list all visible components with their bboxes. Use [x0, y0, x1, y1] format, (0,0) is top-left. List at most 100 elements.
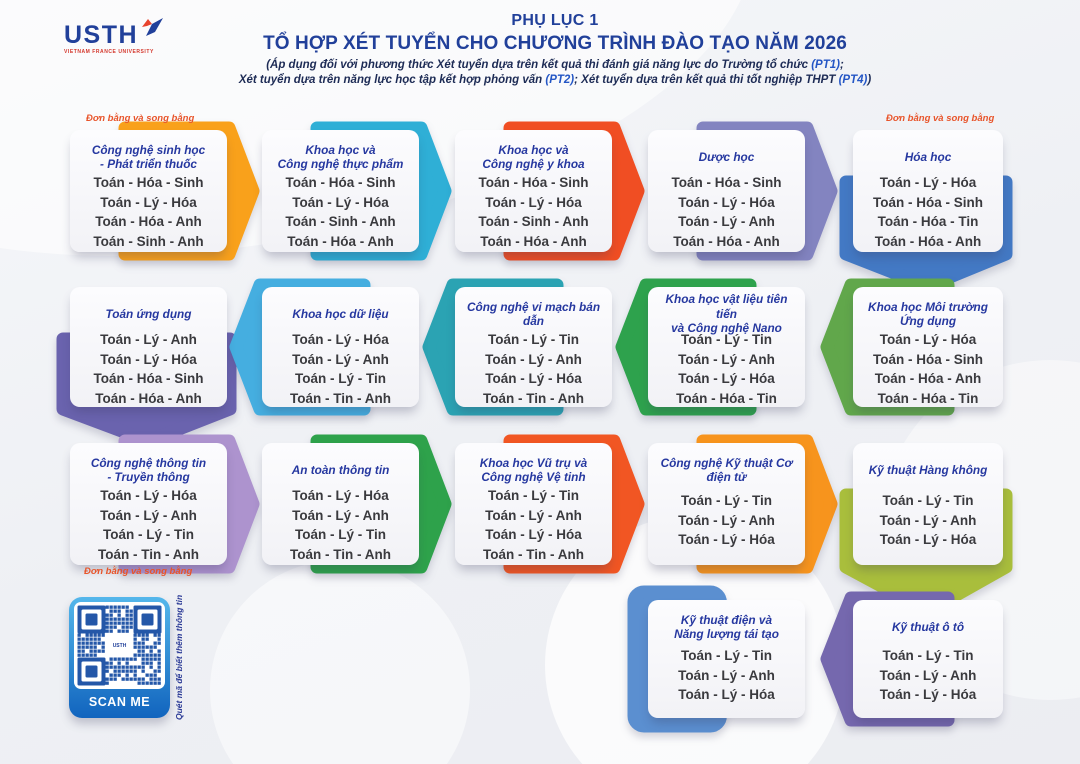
subject-combination: Toán - Lý - Hóa — [292, 488, 389, 503]
subject-combination: Toán - Lý - Hóa — [292, 194, 389, 210]
combination-list: Toán - Lý - Tin Toán - Lý - Anh Toán - Lý … — [853, 486, 1003, 565]
dual-degree-badge: Đơn bằng và song bằng — [86, 113, 195, 124]
combination-list: Toán - Hóa - Sinh Toán - Lý - Hóa Toán - S… — [262, 173, 419, 261]
program-card: Kỹ thuật ô tô Toán - Lý - Tin Toán - Lý - … — [853, 600, 1003, 718]
dual-degree-badge: Đơn bằng và song bằng — [84, 566, 193, 577]
background-circle — [210, 560, 470, 764]
program-card: Công nghệ Kỹ thuật Cơ điện tử Toán - Lý -… — [648, 443, 805, 565]
subject-combination: Toán - Lý - Anh — [100, 507, 197, 523]
subject-combination: Toán - Lý - Hóa — [100, 488, 197, 503]
program-title: Kỹ thuật ô tô — [891, 619, 965, 634]
subject-combination: Toán - Tin - Anh — [483, 546, 584, 562]
program-card: Khoa học Vũ trụ và Công nghệ Vệ tinh Toán … — [455, 443, 612, 565]
subtitle-text: (Áp dụng đối với phương thức Xét tuyển d… — [266, 59, 812, 71]
program-title: Kỹ thuật Hàng không — [868, 462, 988, 477]
program-card: Khoa học và Công nghệ thực phẩm Toán - Hóa… — [262, 130, 419, 252]
subject-combination: Toán - Hóa - Tin — [676, 390, 777, 406]
combination-list: Toán - Lý - Tin Toán - Lý - Anh Toán - Lý … — [853, 643, 1003, 718]
combination-list: Toán - Lý - Tin Toán - Lý - Anh Toán - Lý … — [648, 330, 805, 418]
subject-combination: Toán - Tin - Anh — [290, 546, 391, 562]
subject-combination: Toán - Hóa - Sinh — [671, 175, 782, 190]
subject-combination: Toán - Lý - Anh — [678, 351, 775, 367]
program-card: Khoa học vật liệu tiên tiến và Công nghệ … — [648, 287, 805, 407]
subject-combination: Toán - Sinh - Anh — [93, 233, 204, 249]
program-card: Công nghệ vi mạch bán dẫn Toán - Lý - Tin… — [455, 287, 612, 407]
usth-logo-bird-icon — [140, 16, 164, 47]
subject-combination: Toán - Lý - Tin — [681, 332, 772, 347]
subject-combination: Toán - Lý - Anh — [678, 214, 775, 229]
subject-combination: Toán - Lý - Tin — [882, 493, 974, 509]
subject-combination: Toán - Lý - Anh — [292, 507, 389, 523]
subject-combination: Toán - Hóa - Sinh — [285, 175, 396, 190]
subject-combination: Toán - Lý - Hóa — [100, 351, 197, 367]
program-card: Công nghệ thông tin - Truyền thông Toán - … — [70, 443, 227, 565]
subject-combination: Toán - Lý - Tin — [681, 648, 772, 664]
program-title: An toàn thông tin — [291, 462, 390, 477]
program-title: Dược học — [698, 149, 755, 164]
subject-combination: Toán - Hóa - Sinh — [93, 175, 204, 190]
poster-subtitle-line1: (Áp dụng đối với phương thức Xét tuyển d… — [30, 58, 1080, 73]
subject-combination: Toán - Sinh - Anh — [478, 214, 589, 229]
dual-degree-badge: Đơn bằng và song bằng — [886, 113, 995, 124]
subject-combination: Toán - Lý - Anh — [879, 667, 977, 683]
combination-list: Toán - Lý - Tin Toán - Lý - Anh Toán - Lý … — [455, 330, 612, 418]
subject-combination: Toán - Lý - Tin — [295, 527, 386, 542]
subject-combination: Toán - Hóa - Anh — [480, 233, 587, 249]
subject-combination: Toán - Hóa - Anh — [287, 233, 394, 249]
subject-combination: Toán - Hóa - Sinh — [93, 371, 204, 386]
combination-list: Toán - Lý - Anh Toán - Lý - Hóa Toán - Hóa… — [70, 330, 227, 418]
subject-combination: Toán - Tin - Anh — [98, 546, 199, 562]
program-title: Kỹ thuật điện và Năng lượng tái tạo — [674, 612, 779, 642]
subject-combination: Toán - Lý - Anh — [678, 512, 775, 528]
qr-code: USTH — [74, 602, 165, 689]
subject-combination: Toán - Lý - Hóa — [879, 175, 977, 190]
method-code: (PT4) — [838, 74, 868, 86]
combination-list: Toán - Lý - Hóa Toán - Lý - Anh Toán - Lý … — [70, 486, 227, 574]
scan-me-label: SCAN ME — [88, 695, 151, 709]
subject-combination: Toán - Lý - Tin — [681, 493, 772, 509]
subject-combination: Toán - Lý - Anh — [100, 332, 197, 347]
subject-combination: Toán - Lý - Hóa — [678, 371, 775, 386]
subject-combination: Toán - Lý - Hóa — [485, 527, 582, 542]
subject-combination: Toán - Lý - Anh — [879, 512, 977, 528]
subtitle-text: ; Xét tuyển dựa trên kết quả thi tốt ngh… — [574, 74, 839, 86]
usth-logo-tagline: VIETNAM FRANCE UNIVERSITY — [64, 49, 154, 55]
program-title: Công nghệ thông tin - Truyền thông — [90, 455, 207, 485]
subject-combination: Toán - Lý - Hóa — [879, 687, 977, 703]
subject-combination: Toán - Lý - Hóa — [678, 194, 775, 210]
subject-combination: Toán - Hóa - Tin — [877, 214, 979, 229]
program-title: Công nghệ sinh học - Phát triển thuốc — [91, 142, 206, 172]
combination-list: Toán - Hóa - Sinh Toán - Lý - Hóa Toán - H… — [70, 173, 227, 261]
subject-combination: Toán - Lý - Anh — [292, 351, 389, 367]
combination-list: Toán - Lý - Hóa Toán - Lý - Anh Toán - Lý … — [262, 330, 419, 418]
subject-combination: Toán - Hóa - Sinh — [478, 175, 589, 190]
combination-list: Toán - Lý - Hóa Toán - Hóa - Sinh Toán - H… — [853, 330, 1003, 418]
poster-title: TỔ HỢP XÉT TUYỂN CHO CHƯƠNG TRÌNH ĐÀO TẠ… — [263, 33, 847, 54]
program-title: Công nghệ Kỹ thuật Cơ điện tử — [660, 455, 793, 485]
usth-logo-text: USTH — [64, 21, 139, 49]
subject-combination: Toán - Lý - Tin — [488, 332, 579, 347]
program-card: Toán ứng dụng Toán - Lý - Anh Toán - Lý - … — [70, 287, 227, 407]
subject-combination: Toán - Lý - Hóa — [485, 371, 582, 386]
program-title: Toán ứng dụng — [105, 306, 192, 321]
program-title: Khoa học Môi trường Ứng dụng — [868, 299, 988, 329]
method-code: (PT1) — [811, 59, 840, 71]
subject-combination: Toán - Lý - Hóa — [678, 687, 775, 703]
poster-header: PHỤ LỤC 1 TỔ HỢP XÉT TUYỂN CHO CHƯƠNG TR… — [0, 12, 1080, 88]
subject-combination: Toán - Lý - Hóa — [678, 532, 775, 548]
method-code: (PT2) — [545, 74, 575, 86]
usth-logo: USTH VIETNAM FRANCE UNIVERSITY — [64, 18, 164, 55]
subject-combination: Toán - Hóa - Sinh — [873, 194, 983, 210]
program-title: Khoa học và Công nghệ thực phẩm — [277, 142, 404, 172]
subject-combination: Toán - Hóa - Anh — [95, 390, 202, 406]
subtitle-text: ) — [867, 74, 872, 86]
program-title: Công nghệ vi mạch bán dẫn — [466, 299, 601, 329]
poster-subtitle-line2: Xét tuyển dựa trên năng lực học tập kết … — [30, 73, 1080, 88]
combination-list: Toán - Hóa - Sinh Toán - Lý - Hóa Toán - L… — [648, 173, 805, 261]
subject-combination: Toán - Lý - Hóa — [879, 332, 977, 347]
qr-caption-vertical: Quét mã để biết thêm thông tin — [174, 594, 184, 721]
combination-list: Toán - Lý - Tin Toán - Lý - Anh Toán - Lý … — [455, 486, 612, 574]
qr-card: USTH SCAN ME — [69, 597, 170, 718]
program-title: Khoa học vật liệu tiên tiến và Công nghệ … — [665, 292, 788, 336]
subtitle-text: ; — [839, 59, 844, 71]
